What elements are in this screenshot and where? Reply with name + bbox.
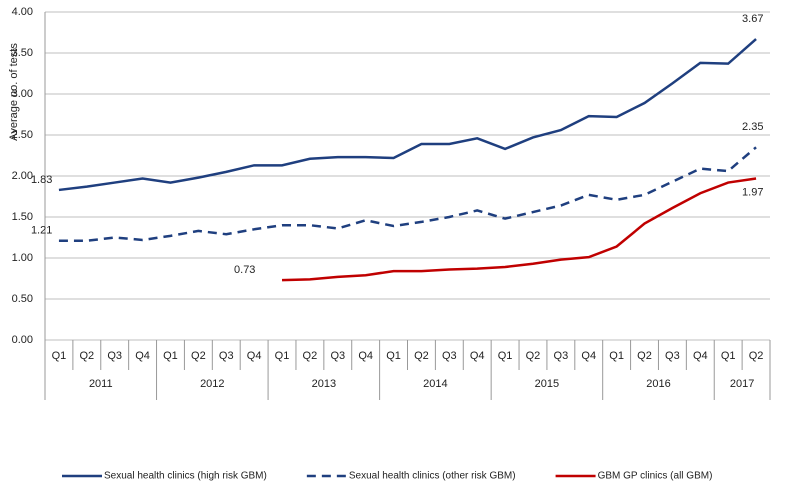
y-tick-label: 0.50 [12, 293, 33, 305]
data-label: 2.35 [742, 121, 763, 133]
x-tick-label: Q1 [275, 350, 290, 362]
y-tick-label: 2.50 [12, 129, 33, 141]
x-tick-label: Q4 [247, 350, 262, 362]
x-tick-label: Q4 [581, 350, 596, 362]
x-tick-label: Q4 [358, 350, 373, 362]
year-label: 2015 [535, 378, 559, 390]
x-tick-label: Q2 [191, 350, 206, 362]
y-tick-label: 0.00 [12, 334, 33, 346]
x-tick-label: Q1 [52, 350, 67, 362]
series-line [58, 38, 757, 192]
series-line [281, 177, 757, 282]
x-tick-label: Q2 [79, 350, 94, 362]
data-label: 1.97 [742, 186, 763, 198]
x-tick-label: Q3 [107, 350, 122, 362]
x-tick-label: Q3 [330, 350, 345, 362]
x-tick-label: Q2 [637, 350, 652, 362]
y-tick-label: 3.00 [12, 88, 33, 100]
data-label: 1.21 [31, 225, 52, 237]
x-tick-label: Q2 [414, 350, 429, 362]
year-label: 2011 [89, 378, 113, 390]
y-tick-label: 1.50 [12, 211, 33, 223]
x-tick-label: Q2 [749, 350, 764, 362]
x-tick-label: Q3 [442, 350, 457, 362]
x-tick-label: Q4 [135, 350, 150, 362]
data-label: 3.67 [742, 13, 763, 25]
y-tick-label: 1.00 [12, 252, 33, 264]
x-tick-label: Q1 [721, 350, 736, 362]
y-tick-label: 3.50 [12, 47, 33, 59]
y-tick-label: 4.00 [12, 6, 33, 18]
x-tick-label: Q3 [665, 350, 680, 362]
year-label: 2017 [730, 378, 754, 390]
legend-label: Sexual health clinics (high risk GBM) [104, 471, 267, 482]
x-tick-label: Q1 [609, 350, 624, 362]
data-label: 1.83 [31, 174, 52, 186]
x-tick-label: Q1 [163, 350, 178, 362]
x-tick-label: Q4 [470, 350, 485, 362]
x-tick-label: Q2 [526, 350, 541, 362]
y-tick-label: 2.00 [12, 170, 33, 182]
year-label: 2012 [200, 378, 224, 390]
x-tick-label: Q2 [303, 350, 318, 362]
x-tick-label: Q4 [693, 350, 708, 362]
year-label: 2013 [312, 378, 336, 390]
x-tick-label: Q3 [219, 350, 234, 362]
x-tick-label: Q3 [554, 350, 569, 362]
legend-label: Sexual health clinics (other risk GBM) [349, 471, 516, 482]
year-label: 2016 [646, 378, 670, 390]
y-axis-label: Average no. of tests [8, 43, 20, 141]
data-label: 0.73 [234, 264, 255, 276]
year-label: 2014 [423, 378, 447, 390]
series-line [58, 146, 757, 243]
x-tick-label: Q1 [386, 350, 401, 362]
legend-label: GBM GP clinics (all GBM) [598, 471, 713, 482]
x-tick-label: Q1 [498, 350, 513, 362]
